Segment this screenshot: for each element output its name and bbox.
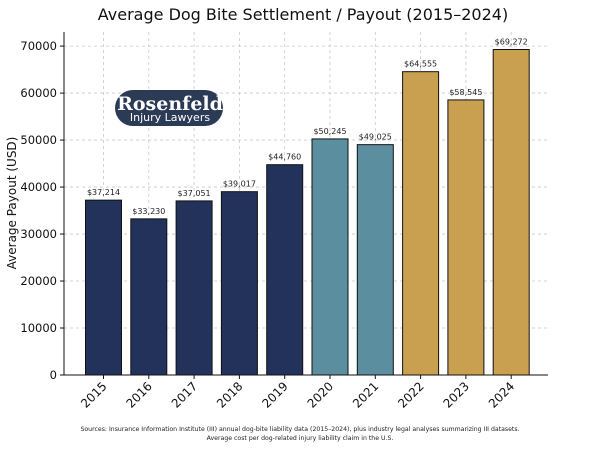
x-tick-label-2019: 2019: [259, 379, 290, 410]
x-tick-label-2017: 2017: [169, 379, 200, 410]
chart-footer: Sources: Insurance Information Institute…: [0, 425, 600, 443]
x-tick-label-2021: 2021: [350, 379, 381, 410]
rosenfeld-logo: Rosenfeld Injury Lawyers: [115, 90, 223, 126]
y-tick-label: 40000: [20, 180, 57, 194]
data-label-2022: $64,555: [404, 60, 437, 69]
data-label-2016: $33,230: [132, 207, 165, 216]
x-tick-label-2015: 2015: [78, 379, 109, 410]
y-tick-label: 30000: [20, 227, 57, 241]
bar-2021: [356, 144, 394, 376]
y-tick-label: 20000: [20, 274, 57, 288]
bar-2018: [220, 191, 258, 376]
data-label-2017: $37,051: [178, 189, 211, 198]
logo-name: Rosenfeld: [117, 93, 223, 115]
bars: [85, 49, 530, 376]
axes: [63, 32, 548, 376]
y-tick-label: 70000: [20, 39, 57, 53]
data-label-2020: $50,245: [313, 127, 346, 136]
logo-badge: [115, 90, 223, 126]
bar-2015: [85, 199, 122, 376]
data-label-2021: $49,025: [359, 133, 392, 142]
bar-2020: [311, 138, 349, 376]
y-axis-ticks: 0 10000 20000 30000 40000 50000 60000 70000: [20, 39, 64, 382]
y-tick-label: 50000: [20, 133, 57, 147]
x-tick-label-2022: 2022: [395, 379, 426, 410]
bar-2022: [402, 71, 440, 376]
bar-2017: [175, 200, 213, 376]
footer-note: Average cost per dog-related injury liab…: [206, 435, 394, 442]
bar-2016: [130, 218, 168, 376]
y-tick-label: 10000: [20, 321, 57, 335]
footer-sources: Sources: Insurance Information Institute…: [80, 426, 520, 433]
x-tick-label-2016: 2016: [123, 379, 154, 410]
x-axis-ticks: 2015 2016 2017 2018 2019 2020 2021 2022 2023 2024: [78, 375, 517, 411]
bar-2024: [492, 49, 530, 376]
y-tick-label: 60000: [20, 86, 57, 100]
data-label-2024: $69,272: [495, 38, 528, 47]
data-label-2015: $37,214: [87, 188, 120, 197]
data-label-2019: $44,760: [268, 153, 301, 162]
bar-2019: [266, 164, 304, 376]
data-label-2018: $39,017: [223, 180, 256, 189]
x-tick-label-2020: 2020: [305, 379, 336, 410]
chart-title: Average Dog Bite Settlement / Payout (20…: [98, 5, 508, 24]
x-tick-label-2023: 2023: [441, 379, 472, 410]
y-axis-label: Average Payout (USD): [5, 137, 19, 270]
x-tick-label-2024: 2024: [486, 379, 517, 410]
x-tick-label-2018: 2018: [214, 379, 245, 410]
y-tick-label: 0: [50, 368, 57, 382]
data-labels: $37,214 $33,230 $37,051 $39,017 $44,760 $50,2…: [87, 38, 528, 216]
bar-2023: [447, 99, 485, 376]
logo-tagline: Injury Lawyers: [130, 111, 210, 124]
data-label-2023: $58,545: [449, 88, 482, 97]
